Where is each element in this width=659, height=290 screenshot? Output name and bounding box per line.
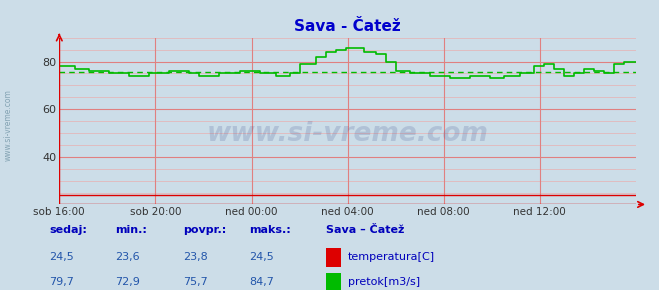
Text: 79,7: 79,7 — [49, 277, 74, 287]
Text: www.si-vreme.com: www.si-vreme.com — [207, 122, 488, 147]
Text: 23,6: 23,6 — [115, 251, 140, 262]
Text: temperatura[C]: temperatura[C] — [348, 251, 435, 262]
Text: povpr.:: povpr.: — [183, 225, 227, 235]
Text: maks.:: maks.: — [249, 225, 291, 235]
Text: 84,7: 84,7 — [249, 277, 274, 287]
Text: 72,9: 72,9 — [115, 277, 140, 287]
Text: 24,5: 24,5 — [49, 251, 74, 262]
Text: 75,7: 75,7 — [183, 277, 208, 287]
Text: 23,8: 23,8 — [183, 251, 208, 262]
Text: www.si-vreme.com: www.si-vreme.com — [3, 89, 13, 161]
Text: sedaj:: sedaj: — [49, 225, 87, 235]
Text: Sava – Čatež: Sava – Čatež — [326, 225, 405, 235]
Text: min.:: min.: — [115, 225, 147, 235]
Title: Sava - Čatež: Sava - Čatež — [295, 19, 401, 34]
Text: pretok[m3/s]: pretok[m3/s] — [348, 277, 420, 287]
Text: 24,5: 24,5 — [249, 251, 274, 262]
